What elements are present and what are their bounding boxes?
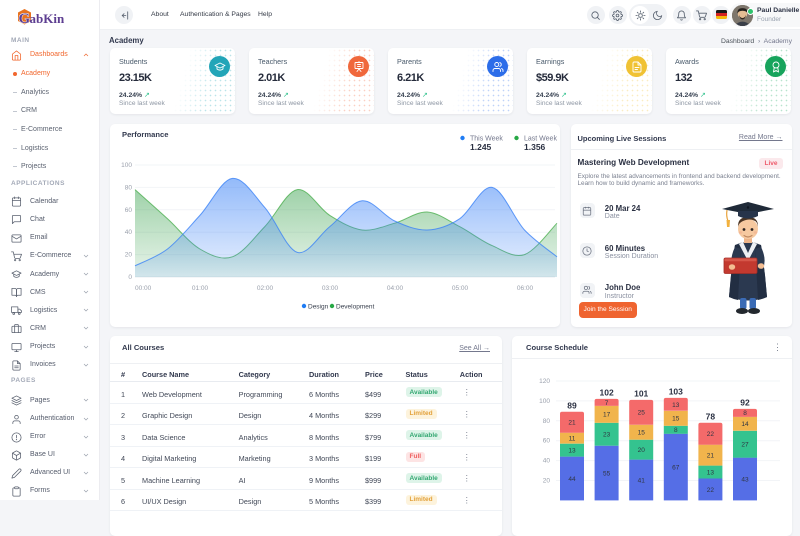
svg-text:Design: Design: [308, 304, 329, 311]
svg-text:101: 101: [634, 388, 648, 398]
svg-text:02:00: 02:00: [257, 285, 274, 292]
svg-text:0: 0: [128, 274, 132, 281]
svg-text:Development: Development: [336, 304, 374, 311]
svg-text:03:00: 03:00: [322, 285, 339, 292]
svg-text:7: 7: [605, 400, 609, 407]
svg-text:40: 40: [125, 229, 133, 236]
svg-text:15: 15: [672, 416, 680, 423]
svg-text:20: 20: [543, 478, 551, 485]
svg-text:100: 100: [121, 162, 132, 169]
svg-text:23: 23: [603, 432, 611, 439]
svg-text:1.356: 1.356: [524, 142, 546, 152]
svg-text:11: 11: [569, 436, 576, 443]
svg-text:78: 78: [706, 411, 716, 421]
svg-text:60: 60: [543, 438, 551, 445]
svg-text:13: 13: [672, 402, 680, 409]
svg-text:89: 89: [567, 400, 577, 410]
svg-text:103: 103: [669, 386, 683, 396]
svg-text:40: 40: [543, 458, 551, 465]
svg-text:102: 102: [600, 387, 614, 397]
svg-text:41: 41: [638, 477, 646, 484]
svg-text:13: 13: [707, 469, 715, 476]
svg-text:44: 44: [568, 476, 576, 483]
svg-text:55: 55: [603, 470, 611, 477]
svg-text:20: 20: [125, 252, 133, 259]
svg-text:abKin: abKin: [30, 11, 65, 26]
svg-text:1.245: 1.245: [470, 142, 492, 152]
svg-text:120: 120: [539, 378, 550, 385]
svg-text:67: 67: [672, 465, 680, 472]
svg-text:06:00: 06:00: [517, 285, 534, 292]
svg-text:8: 8: [674, 427, 678, 434]
svg-text:05:00: 05:00: [452, 285, 469, 292]
svg-text:04:00: 04:00: [387, 285, 404, 292]
svg-text:22: 22: [707, 431, 715, 438]
svg-text:80: 80: [543, 418, 551, 425]
svg-text:13: 13: [568, 448, 576, 455]
svg-text:01:00: 01:00: [192, 285, 209, 292]
svg-text:21: 21: [568, 420, 576, 427]
svg-text:25: 25: [638, 410, 646, 417]
svg-text:60: 60: [125, 207, 133, 214]
svg-text:17: 17: [603, 412, 611, 419]
svg-text:22: 22: [707, 487, 715, 494]
svg-text:80: 80: [125, 184, 133, 191]
svg-text:43: 43: [741, 476, 749, 483]
svg-text:15: 15: [638, 430, 646, 437]
svg-text:100: 100: [539, 398, 550, 405]
svg-text:20: 20: [638, 447, 646, 454]
svg-text:14: 14: [741, 421, 749, 428]
svg-text:21: 21: [707, 453, 715, 460]
svg-text:00:00: 00:00: [135, 285, 152, 292]
svg-text:8: 8: [743, 410, 747, 417]
svg-text:92: 92: [740, 397, 750, 407]
svg-text:27: 27: [741, 442, 749, 449]
